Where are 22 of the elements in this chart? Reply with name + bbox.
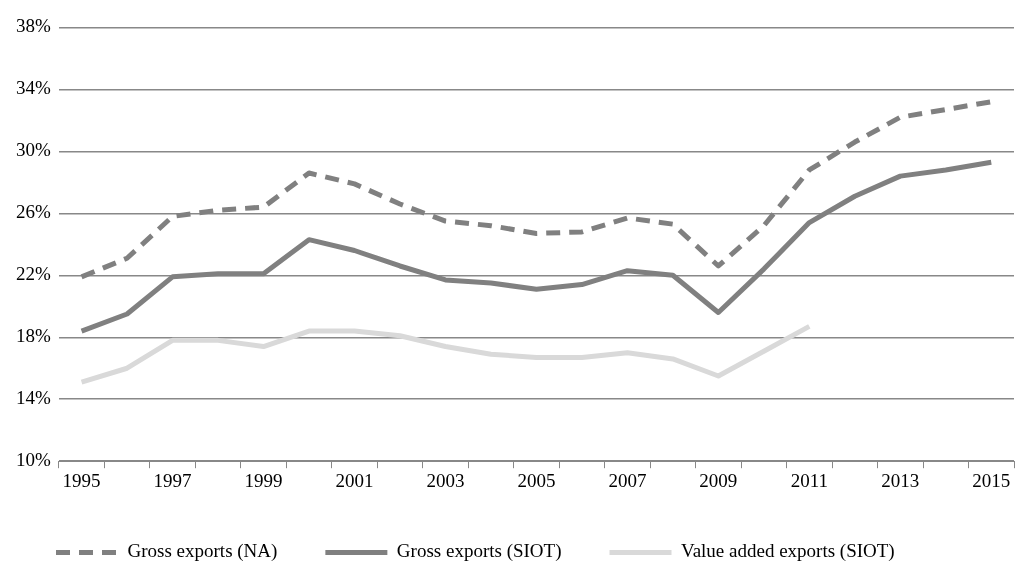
x-tick-label: 2015 [972,469,1011,491]
x-tick-label: 2005 [517,469,556,491]
x-tick-label: 1995 [62,469,101,491]
legend-label: Gross exports (NA) [127,540,278,563]
x-tick-label: 2013 [881,469,920,491]
y-tick-label: 34% [16,77,51,99]
x-tick-label: 1999 [244,469,283,491]
x-tick-label: 2003 [426,469,465,491]
legend-label: Value added exports (SIOT) [681,540,895,563]
x-tick-label: 2001 [335,469,374,491]
x-tick-label: 2007 [608,469,647,491]
y-tick-label: 22% [16,263,51,285]
x-tick-label: 2011 [790,469,828,491]
y-tick-label: 10% [16,449,51,471]
y-tick-label: 18% [16,325,51,347]
x-tick-label: 2009 [699,469,738,491]
y-tick-label: 38% [16,15,51,37]
x-tick-label: 1997 [153,469,192,491]
y-tick-label: 30% [16,139,51,161]
legend-label: Gross exports (SIOT) [396,540,562,563]
y-tick-label: 26% [16,201,51,223]
y-tick-label: 14% [16,387,51,409]
